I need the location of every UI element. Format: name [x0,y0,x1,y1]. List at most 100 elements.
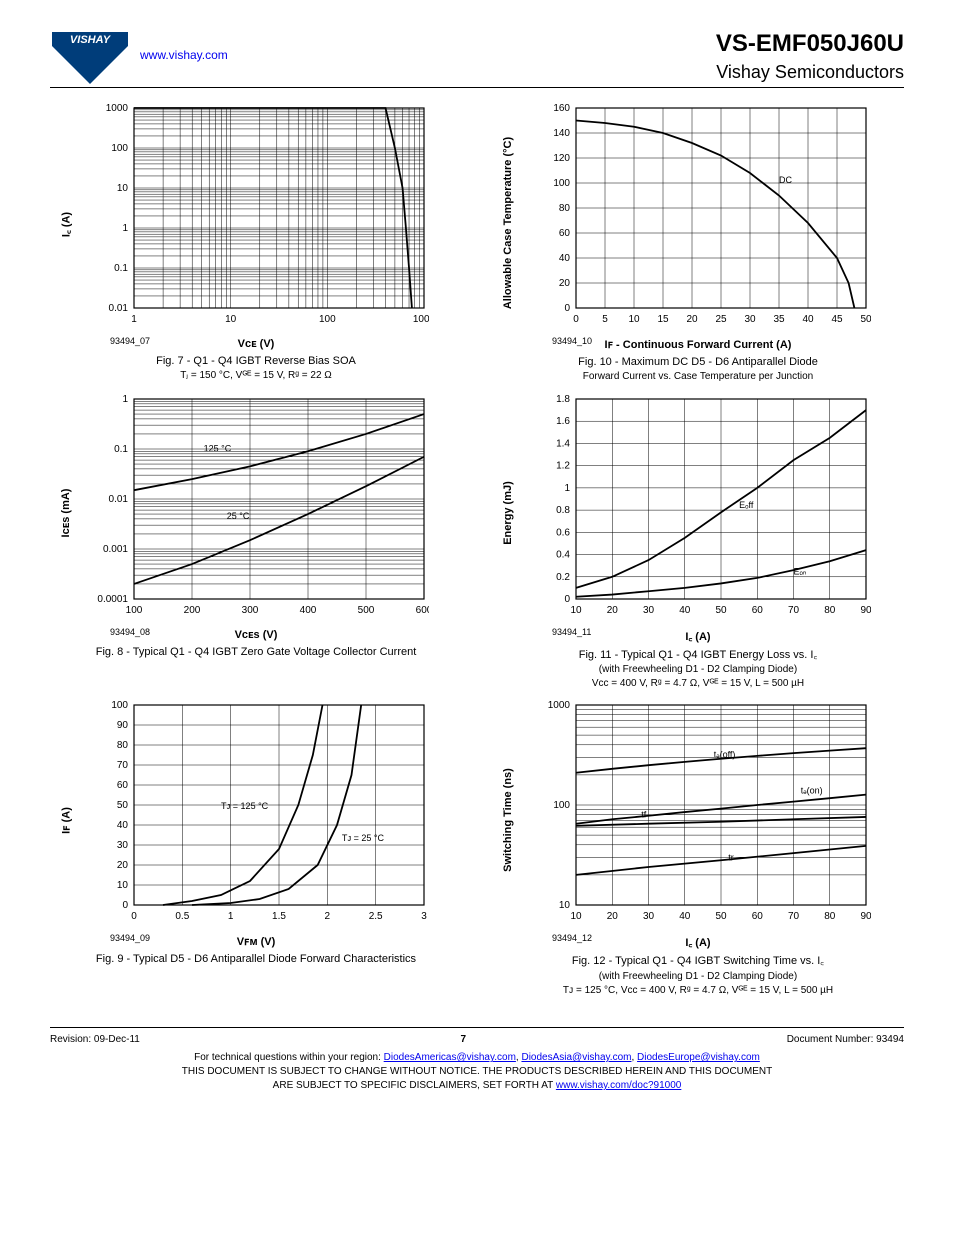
svg-text:35: 35 [773,314,785,325]
x-axis-label: Vᴄᴇ (V) [238,338,275,350]
svg-text:1.4: 1.4 [556,438,570,449]
figure-id: 93494_11 [552,627,591,637]
header-right: VS-EMF050J60U Vishay Semiconductors [716,30,904,83]
email-europe[interactable]: DiodesEurope@vishay.com [637,1052,760,1063]
svg-text:20: 20 [606,605,618,616]
figure-id: 93494_07 [110,336,150,346]
svg-text:50: 50 [116,800,128,811]
part-number: VS-EMF050J60U [716,30,904,58]
subtitle: Vishay Semiconductors [716,62,904,83]
chart-wrap: Allowable Case Temperature (°C)051015202… [526,103,871,330]
svg-text:1.5: 1.5 [272,911,286,922]
svg-text:10: 10 [628,314,640,325]
svg-text:0.6: 0.6 [556,527,570,538]
svg-text:40: 40 [679,605,691,616]
svg-text:80: 80 [824,605,836,616]
svg-text:200: 200 [183,605,200,616]
svg-text:2.5: 2.5 [368,911,382,922]
svg-text:90: 90 [116,720,128,731]
fig11-cell: Energy (mJ)10203040506070809000.20.40.60… [492,394,904,691]
svg-text:Eₒₙ: Eₒₙ [793,566,806,576]
svg-text:40: 40 [558,253,570,264]
svg-text:2: 2 [324,911,330,922]
chart-svg: 10203040506070809000.20.40.60.811.21.41.… [526,394,871,621]
figure-caption: Fig. 9 - Typical D5 - D6 Antiparallel Di… [96,952,416,966]
svg-text:100: 100 [125,605,142,616]
svg-text:100: 100 [111,143,128,154]
svg-text:10: 10 [570,605,582,616]
chart-wrap: Switching Time (ns)102030405060708090101… [526,700,871,927]
svg-text:1: 1 [122,223,128,234]
email-asia[interactable]: DiodesAsia@vishay.com [521,1052,631,1063]
svg-text:40: 40 [116,820,128,831]
svg-text:10: 10 [116,880,128,891]
figure-caption: Fig. 10 - Maximum DC D5 - D6 Antiparalle… [578,355,818,384]
svg-text:70: 70 [787,911,799,922]
fig7-cell: I꜀ (A)11010010000.010.1110100100093494_0… [50,103,462,384]
svg-text:0.2: 0.2 [556,571,570,582]
svg-text:90: 90 [860,911,871,922]
svg-text:1000: 1000 [412,314,428,325]
svg-text:0: 0 [564,594,570,605]
chart-wrap: I꜀ (A)11010010000.010.11101001000 [84,103,429,330]
logo-text: VISHAY [70,34,112,46]
y-axis-label: I꜀ (A) [58,211,73,236]
svg-text:10: 10 [116,183,128,194]
svg-text:300: 300 [241,605,258,616]
figure-caption: Fig. 8 - Typical Q1 - Q4 IGBT Zero Gate … [96,645,417,659]
svg-text:0: 0 [122,900,128,911]
doc-number: Document Number: 93494 [787,1034,904,1045]
svg-text:0.1: 0.1 [114,444,128,455]
svg-text:400: 400 [299,605,316,616]
fig9-cell: Iꜰ (A)00.511.522.53010203040506070809010… [50,700,462,997]
header-left: VISHAY www.vishay.com [50,30,228,85]
svg-text:25: 25 [715,314,727,325]
svg-text:160: 160 [553,103,570,114]
vishay-logo-icon: VISHAY [50,30,130,85]
svg-text:40: 40 [802,314,814,325]
svg-text:60: 60 [751,605,763,616]
svg-text:20: 20 [606,911,618,922]
svg-text:1: 1 [122,394,128,405]
chart-svg: 1002003004005006000.00010.0010.010.11125… [84,394,429,621]
chart-wrap: Energy (mJ)10203040506070809000.20.40.60… [526,394,871,621]
svg-text:0: 0 [573,314,579,325]
page-number: 7 [461,1034,467,1045]
svg-text:80: 80 [824,911,836,922]
disclaimer-line1: THIS DOCUMENT IS SUBJECT TO CHANGE WITHO… [182,1066,772,1077]
svg-text:DC: DC [779,175,792,185]
svg-text:100: 100 [553,800,570,811]
disclaimer-link[interactable]: www.vishay.com/doc?91000 [556,1080,681,1091]
svg-text:1.6: 1.6 [556,416,570,427]
svg-text:0.0001: 0.0001 [97,594,128,605]
svg-text:0.8: 0.8 [556,505,570,516]
svg-text:tf: tf [641,810,647,820]
svg-text:1.8: 1.8 [556,394,570,405]
chart-svg: 102030405060708090101001000tₔ(off)tₔ(on)… [526,700,871,927]
svg-text:10: 10 [570,911,582,922]
chart-wrap: Iꜰ (A)00.511.522.53010203040506070809010… [84,700,429,927]
y-axis-label: Iᴄᴇs (mA) [60,489,72,538]
svg-text:45: 45 [831,314,843,325]
figure-id: 93494_12 [552,933,592,943]
svg-text:100: 100 [553,178,570,189]
svg-text:90: 90 [860,605,871,616]
chart-svg: 11010010000.010.11101001000 [84,103,429,330]
svg-text:80: 80 [116,740,128,751]
svg-text:50: 50 [715,911,727,922]
vishay-url-link[interactable]: www.vishay.com [140,48,228,62]
x-axis-label: Iꜰ - Continuous Forward Current (A) [605,338,792,351]
footer-contact: For technical questions within your regi… [50,1051,904,1093]
svg-text:1000: 1000 [547,700,570,711]
email-americas[interactable]: DiodesAmericas@vishay.com [384,1052,516,1063]
figure-id: 93494_10 [552,336,592,346]
disclaimer-line2-prefix: ARE SUBJECT TO SPECIFIC DISCLAIMERS, SET… [273,1080,556,1091]
svg-text:20: 20 [116,860,128,871]
svg-text:70: 70 [116,760,128,771]
svg-text:40: 40 [679,911,691,922]
svg-text:60: 60 [751,911,763,922]
svg-text:0.5: 0.5 [175,911,189,922]
figure-id: 93494_09 [110,933,150,943]
chart-wrap: Iᴄᴇs (mA)1002003004005006000.00010.0010.… [84,394,429,621]
fig8-cell: Iᴄᴇs (mA)1002003004005006000.00010.0010.… [50,394,462,691]
